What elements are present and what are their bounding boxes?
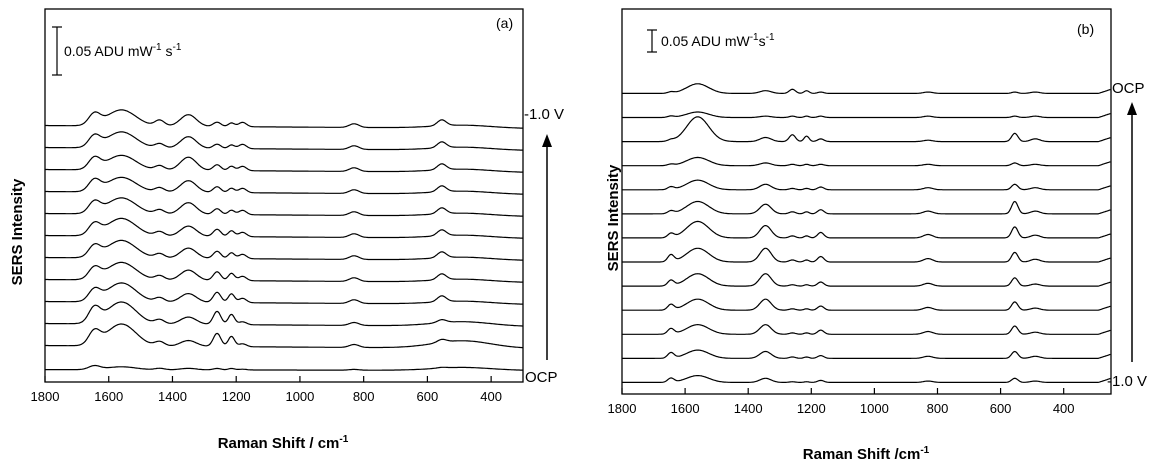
x-axis-label-a: Raman Shift / cm-1 bbox=[218, 434, 349, 452]
spectrum-b-12 bbox=[622, 111, 1111, 119]
x-tick-label-a-400: 400 bbox=[480, 389, 502, 404]
spectrum-b-10 bbox=[622, 156, 1111, 167]
potential-arrow-head-a bbox=[542, 134, 552, 147]
spectrum-b-2 bbox=[622, 349, 1111, 359]
spectrum-a-2 bbox=[45, 323, 524, 349]
x-axis-label-b: Raman Shift /cm-1 bbox=[803, 445, 930, 462]
x-tick-label-a-1800: 1800 bbox=[31, 389, 60, 404]
spectra-b bbox=[622, 83, 1111, 383]
x-tick-label-b-400: 400 bbox=[1053, 401, 1075, 416]
spectrum-a-3 bbox=[45, 301, 523, 327]
spectrum-b-11 bbox=[622, 116, 1111, 143]
plot-frame-b bbox=[621, 8, 1112, 395]
x-tick-label-b-1800: 1800 bbox=[608, 401, 637, 416]
spectrum-b-5 bbox=[622, 273, 1111, 287]
x-tick-label-b-800: 800 bbox=[927, 401, 949, 416]
scale-bar-b: 0.05 ADU mW-1s-1 bbox=[647, 29, 775, 53]
panel-b: 1800 1600 1400 1200 1000 800 600 400 0.05 ADU m… bbox=[605, 8, 1147, 462]
x-tick-label-b-1600: 1600 bbox=[671, 401, 700, 416]
scale-bar-label-b: 0.05 ADU mW-1s-1 bbox=[661, 32, 775, 49]
scale-bar-a: 0.05 ADU mW-1 s-1 bbox=[52, 26, 182, 76]
y-axis-label-a: SERS Intensity bbox=[9, 178, 26, 285]
spectrum-b-7 bbox=[622, 220, 1111, 239]
bottom-potential-label-b: -1.0 V bbox=[1107, 373, 1147, 390]
x-tick-label-a-1200: 1200 bbox=[222, 389, 251, 404]
x-ticks-b: 1800 1600 1400 1200 1000 800 600 400 bbox=[608, 388, 1075, 416]
panel-label-b: (b) bbox=[1077, 21, 1094, 37]
spectrum-a-7 bbox=[45, 217, 523, 239]
top-potential-label-b: OCP bbox=[1112, 80, 1145, 97]
potential-arrow-head-b bbox=[1127, 102, 1137, 115]
bottom-potential-label-a: OCP bbox=[525, 369, 558, 386]
x-tick-label-a-600: 600 bbox=[417, 389, 439, 404]
spectrum-a-6 bbox=[45, 239, 523, 261]
spectrum-b-4 bbox=[622, 298, 1111, 311]
spectrum-b-1 bbox=[622, 375, 1111, 383]
x-ticks-a: 1800 1600 1400 1200 1000 800 600 400 bbox=[31, 376, 502, 404]
x-tick-label-b-1400: 1400 bbox=[734, 401, 763, 416]
plot-frame-a bbox=[44, 8, 524, 383]
top-potential-label-a: -1.0 V bbox=[524, 106, 564, 123]
x-tick-label-b-1000: 1000 bbox=[860, 401, 889, 416]
spectrum-a-8 bbox=[45, 197, 523, 217]
spectrum-b-8 bbox=[622, 200, 1111, 215]
spectrum-a-1 bbox=[45, 364, 523, 371]
spectrum-b-3 bbox=[622, 323, 1111, 335]
scale-bar-label-a: 0.05 ADU mW-1 s-1 bbox=[64, 42, 182, 59]
spectrum-a-11 bbox=[45, 131, 523, 151]
spectrum-b-9 bbox=[622, 179, 1111, 191]
panel-label-a: (a) bbox=[496, 15, 513, 31]
spectrum-a-9 bbox=[45, 176, 523, 195]
x-tick-label-a-1600: 1600 bbox=[94, 389, 123, 404]
spectrum-a-5 bbox=[45, 261, 523, 283]
spectrum-b-13 bbox=[622, 83, 1111, 94]
spectrum-a-10 bbox=[45, 154, 523, 173]
panel-a: 1800 1600 1400 1200 1000 800 600 400 0.05 ADU m… bbox=[9, 8, 564, 452]
x-tick-label-b-1200: 1200 bbox=[797, 401, 826, 416]
x-tick-label-a-800: 800 bbox=[353, 389, 375, 404]
spectrum-a-4 bbox=[45, 282, 523, 305]
x-tick-label-b-600: 600 bbox=[990, 401, 1012, 416]
spectrum-a-12 bbox=[45, 109, 523, 129]
x-tick-label-a-1000: 1000 bbox=[285, 389, 314, 404]
spectrum-b-6 bbox=[622, 247, 1111, 263]
x-tick-label-a-1400: 1400 bbox=[158, 389, 187, 404]
y-axis-label-b: SERS Intensity bbox=[605, 164, 622, 271]
spectra-a bbox=[45, 109, 524, 371]
